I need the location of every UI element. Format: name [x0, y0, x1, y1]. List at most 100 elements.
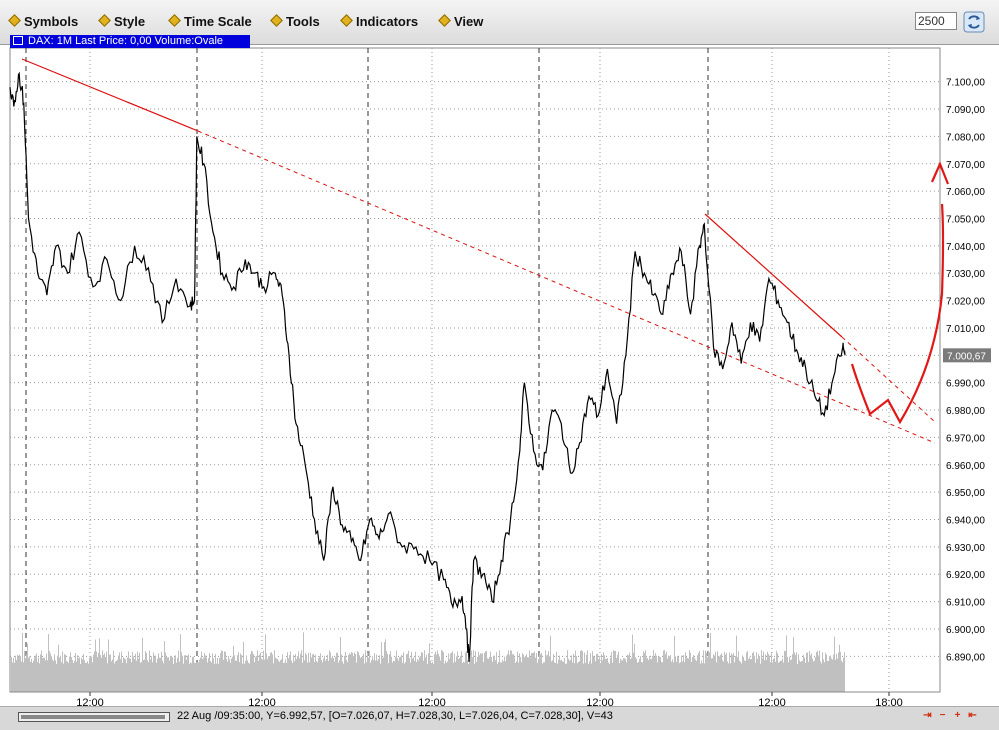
volume-bar: [305, 652, 306, 692]
volume-bar: [520, 657, 521, 692]
bars-count-input[interactable]: [915, 12, 957, 30]
menu-view[interactable]: View: [438, 14, 483, 29]
volume-bar: [820, 661, 821, 692]
volume-bar: [127, 657, 128, 692]
volume-bar: [265, 634, 266, 692]
volume-bar: [807, 652, 808, 692]
volume-bar: [280, 660, 281, 692]
last-price-tag: 7.000,67: [943, 348, 991, 363]
volume-bar: [749, 657, 750, 692]
volume-bar: [77, 655, 78, 692]
volume-bar: [526, 654, 527, 692]
volume-bar: [373, 660, 374, 692]
volume-bar: [604, 655, 605, 692]
volume-bar: [537, 662, 538, 692]
trendline-lower-dashed[interactable]: [841, 336, 936, 423]
volume-bar: [630, 659, 631, 692]
volume-bar: [776, 650, 777, 692]
volume-bar: [411, 651, 412, 692]
volume-bar: [327, 654, 328, 692]
menu-tools[interactable]: Tools: [270, 14, 320, 29]
volume-bar: [20, 656, 21, 692]
volume-bar: [200, 657, 201, 692]
horizontal-scrollbar[interactable]: [18, 712, 170, 722]
volume-bar: [519, 653, 520, 692]
volume-bar: [535, 657, 536, 692]
volume-bar: [313, 653, 314, 692]
volume-bar: [822, 652, 823, 692]
trendline-upper-dashed[interactable]: [197, 130, 936, 444]
volume-bar: [137, 651, 138, 692]
volume-bar: [370, 662, 371, 692]
volume-bar: [166, 656, 167, 692]
volume-bar: [589, 661, 590, 692]
volume-bar: [782, 658, 783, 692]
volume-bar: [228, 655, 229, 692]
volume-bar: [18, 657, 19, 692]
volume-bar: [229, 659, 230, 692]
price-chart[interactable]: 7.100,00 7.090,00 7.080,00 7.070,00 7.060,00…: [0, 44, 999, 706]
volume-bar: [510, 650, 511, 692]
volume-bar: [125, 659, 126, 692]
price-series-line[interactable]: [9, 71, 846, 662]
volume-bar: [252, 651, 253, 692]
volume-bar: [344, 655, 345, 692]
volume-bar: [823, 659, 824, 692]
zoom-in-icon[interactable]: +: [954, 710, 961, 721]
volume-bar: [516, 661, 517, 692]
menu-symbols[interactable]: Symbols: [8, 14, 78, 29]
volume-bar: [432, 661, 433, 692]
volume-bar: [184, 655, 185, 692]
volume-bar: [292, 663, 293, 692]
volume-bar: [153, 652, 154, 692]
last-price-label: 7.000,67: [947, 351, 986, 362]
volume-bar: [556, 651, 557, 692]
volume-bar: [654, 656, 655, 692]
volume-bar: [609, 663, 610, 692]
volume-bar: [664, 650, 665, 692]
volume-bar: [833, 654, 834, 692]
volume-bar: [824, 662, 825, 692]
volume-bar: [124, 658, 125, 692]
menu-time-scale[interactable]: Time Scale: [168, 14, 252, 29]
volume-bar: [218, 663, 219, 692]
plot-frame: [9, 47, 941, 693]
trendline-upper-solid[interactable]: [21, 58, 199, 132]
volume-bar: [625, 659, 626, 692]
volume-bar: [388, 663, 389, 692]
zoom-out-icon[interactable]: −: [939, 710, 946, 721]
scroll-thumb[interactable]: [21, 715, 165, 719]
volume-bar: [557, 663, 558, 692]
volume-bar: [303, 632, 304, 692]
scroll-end-icon[interactable]: ⇥: [923, 710, 932, 721]
volume-bar: [527, 657, 528, 692]
volume-bar: [213, 658, 214, 692]
volume-bar: [312, 654, 313, 692]
volume-bar: [547, 654, 548, 692]
volume-bar: [620, 658, 621, 692]
volume-bar: [743, 657, 744, 692]
scroll-start-icon[interactable]: ⇤: [968, 710, 977, 721]
volume-bar: [207, 662, 208, 692]
volume-bar: [680, 662, 681, 692]
volume-bar: [135, 653, 136, 692]
volume-bar: [735, 656, 736, 692]
menu-style[interactable]: Style: [98, 14, 145, 29]
trendline-lower-solid[interactable]: [704, 213, 843, 338]
projection-arrow[interactable]: [850, 203, 945, 425]
volume-bar: [188, 654, 189, 692]
volume-bar: [811, 653, 812, 692]
y-tick-label: 7.030,00: [946, 269, 985, 280]
volume-bar: [223, 659, 224, 692]
window-icon[interactable]: [13, 36, 23, 45]
refresh-icon[interactable]: [963, 11, 985, 33]
volume-bar: [523, 654, 524, 692]
volume-bar: [709, 652, 710, 692]
volume-bar: [365, 650, 366, 692]
projection-arrowhead[interactable]: [930, 161, 950, 185]
volume-bar: [798, 654, 799, 692]
volume-bar: [339, 660, 340, 692]
volume-bar: [66, 660, 67, 692]
menu-indicators[interactable]: Indicators: [340, 14, 418, 29]
volume-bar: [157, 658, 158, 692]
